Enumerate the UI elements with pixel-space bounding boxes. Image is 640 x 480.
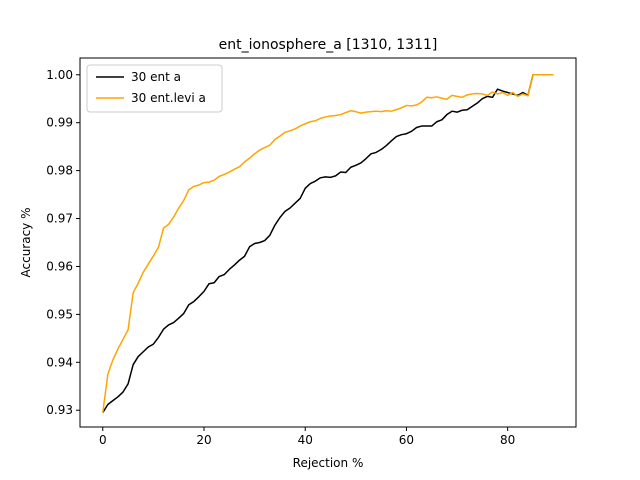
x-tick-label: 40	[298, 433, 313, 447]
x-tick-label: 20	[196, 433, 211, 447]
legend: 30 ent a 30 ent.levi a	[86, 64, 223, 113]
y-tick-label: 1.00	[46, 68, 73, 82]
x-axis-ticks: 0 20 40 60 80	[99, 427, 515, 447]
y-axis-label: Accuracy %	[19, 207, 33, 277]
y-tick-label: 0.97	[46, 212, 73, 226]
y-tick-label: 0.93	[46, 403, 73, 417]
x-tick-label: 0	[99, 433, 107, 447]
x-tick-label: 80	[500, 433, 515, 447]
y-tick-label: 0.98	[46, 164, 73, 178]
x-tick-label: 60	[399, 433, 414, 447]
plot-frame	[79, 57, 577, 428]
y-tick-label: 0.95	[46, 307, 73, 321]
x-axis-label: Rejection %	[293, 456, 364, 470]
series-layer	[102, 74, 554, 414]
chart-title: ent_ionosphere_a [1310, 1311]	[219, 37, 438, 53]
legend-label-1: 30 ent a	[131, 70, 181, 84]
y-tick-label: 0.99	[46, 116, 73, 130]
y-axis-ticks: 0.93 0.94 0.95 0.96 0.97 0.98 0.99 1.00	[46, 68, 80, 417]
legend-label-2: 30 ent.levi a	[131, 91, 206, 105]
series-line-2	[102, 74, 554, 413]
series-line-1	[102, 74, 554, 414]
y-tick-label: 0.96	[46, 259, 73, 273]
y-tick-label: 0.94	[46, 355, 73, 369]
